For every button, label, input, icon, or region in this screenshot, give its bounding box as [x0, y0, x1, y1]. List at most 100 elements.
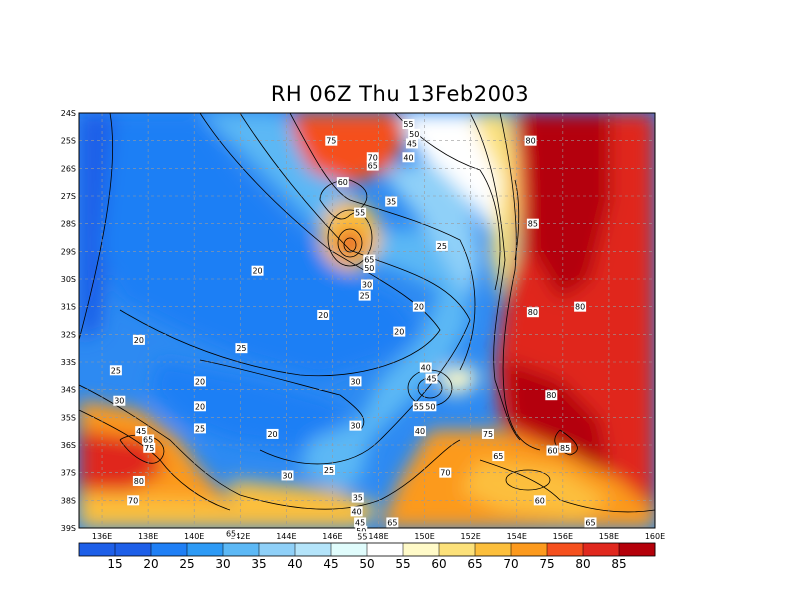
colorbar-swatch	[187, 543, 224, 556]
contour-label-text: 40	[415, 427, 425, 436]
lat-tick-label: 26S	[61, 164, 76, 173]
contour-label-bg	[405, 138, 418, 149]
contour-label-text: 20	[267, 430, 277, 439]
contour-lines	[79, 113, 655, 513]
contour-label: 30	[349, 420, 362, 431]
contour-label-text: 35	[386, 198, 396, 207]
contour-label: 55	[356, 531, 369, 542]
contour-label-bg	[325, 135, 338, 146]
contour-label-bg	[385, 196, 398, 207]
colorbar-swatch	[403, 543, 440, 556]
colorbar-label: 60	[431, 557, 446, 571]
lat-tick-label: 32S	[61, 330, 76, 339]
contour-label-bg	[132, 334, 145, 345]
contour-label-text: 85	[528, 220, 538, 229]
contour-label: 30	[349, 376, 362, 387]
contour-line	[119, 113, 441, 377]
contour-line	[119, 434, 165, 464]
lon-tick-label: 140E	[184, 532, 204, 541]
contour-line	[343, 237, 357, 253]
contour-label-bg	[354, 207, 367, 218]
contour-line	[514, 179, 520, 261]
colorbar: 15 20 25 30 35 40 45 50 55 60 65 70 75 80 85	[78, 542, 656, 571]
chart-title: RH 06Z Thu 13Feb2003	[270, 82, 530, 106]
contour-label-text: 70	[128, 496, 138, 505]
contour-label-bg	[526, 218, 539, 229]
contour-line	[505, 469, 551, 491]
lat-tick-label: 31S	[61, 303, 76, 312]
contour-label: 45	[135, 426, 148, 437]
colorbar-swatch	[259, 543, 296, 556]
contour-label: 50	[408, 128, 421, 139]
contour-label-bg	[358, 290, 371, 301]
contour-label-bg	[402, 119, 415, 130]
contour-label: 50	[355, 525, 368, 536]
contour-label-text: 45	[136, 427, 146, 436]
contour-label-bg	[492, 451, 505, 462]
contour-label-bg	[193, 423, 206, 434]
contour-label-bg	[439, 467, 452, 478]
contour-label-bg	[193, 401, 206, 412]
contour-label-bg	[435, 240, 448, 251]
contour-label-bg	[526, 307, 539, 318]
contour-label-bg	[408, 128, 421, 139]
contour-label-text: 25	[236, 344, 246, 353]
lat-tick-label: 28S	[61, 220, 76, 229]
contour-label-bg	[225, 528, 238, 539]
lon-tick-label: 158E	[599, 532, 619, 541]
contour-label: 20	[193, 401, 206, 412]
contour-label-text: 65	[493, 452, 503, 461]
contour-label: 65	[363, 254, 376, 265]
lon-tick-label: 136E	[92, 532, 112, 541]
contour-label-text: 50	[425, 402, 435, 411]
contour-label-text: 25	[360, 292, 370, 301]
contour-label-bg	[425, 373, 438, 384]
colorbar-label: 70	[503, 557, 518, 571]
field-layer	[79, 113, 655, 528]
contour-label-text: 25	[195, 424, 205, 433]
colorbar-label: 85	[611, 557, 626, 571]
contour-label-text: 20	[394, 328, 404, 337]
colorbar-label: 25	[179, 557, 194, 571]
field-70-sw	[79, 400, 260, 528]
contour-label-bg	[424, 401, 437, 412]
contour-label: 20	[193, 376, 206, 387]
contour-label: 25	[109, 365, 122, 376]
contour-label: 65	[142, 434, 155, 445]
contour-label: 20	[251, 265, 264, 276]
contour-label-bg	[266, 428, 279, 439]
contour-label-text: 20	[195, 402, 205, 411]
field-20-a	[100, 113, 420, 380]
contour-label-text: 65	[387, 518, 397, 527]
contour-line	[327, 209, 373, 267]
contour-label-bg	[366, 152, 379, 163]
contour-label-text: 80	[546, 391, 556, 400]
contour-label: 75	[481, 428, 494, 439]
contour-label-text: 60	[535, 496, 545, 505]
contour-label-text: 25	[111, 366, 121, 375]
contour-label-text: 80	[528, 308, 538, 317]
colorbar-swatch	[331, 543, 368, 556]
contour-label: 20	[132, 334, 145, 345]
contour-label-text: 80	[575, 303, 585, 312]
field-60	[470, 113, 520, 300]
contour-labels: 7555504540706560355525655030252020202020…	[109, 119, 597, 542]
lon-tick-label: 144E	[276, 532, 296, 541]
colorbar-label: 75	[539, 557, 554, 571]
grid-lines	[79, 113, 655, 528]
contour-label-bg	[363, 254, 376, 265]
colorbar-label: 40	[287, 557, 302, 571]
field-65-south	[460, 460, 610, 520]
contour-label: 70	[127, 495, 140, 506]
contour-label-text: 20	[318, 311, 328, 320]
contour-label: 80	[574, 301, 587, 312]
field-85-east-b	[505, 360, 610, 480]
contour-label-bg	[546, 445, 559, 456]
contour-label: 70	[439, 467, 452, 478]
contour-label: 70	[366, 152, 379, 163]
lon-tick-label: 156E	[553, 532, 573, 541]
contour-label-bg	[235, 343, 248, 354]
contour-label-bg	[336, 177, 349, 188]
lon-tick-label: 142E	[230, 532, 250, 541]
